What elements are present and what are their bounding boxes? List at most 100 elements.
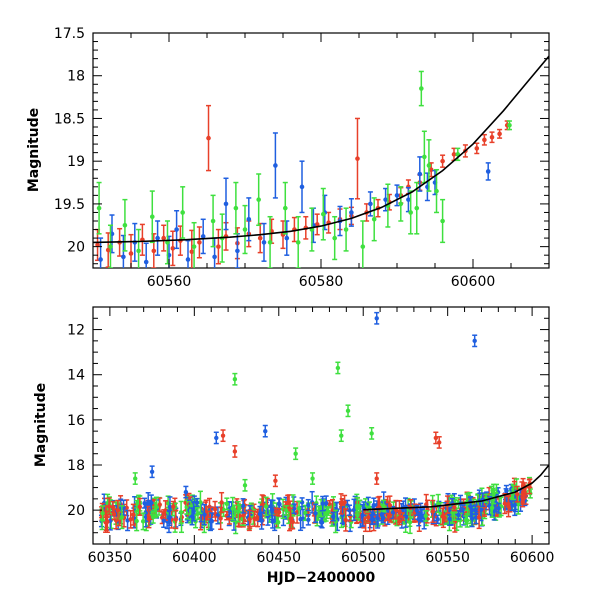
y-tick-label: 18 [67, 458, 85, 474]
green-data-point [232, 372, 238, 386]
red-data-point [130, 503, 136, 526]
green-data-point [408, 190, 414, 235]
blue-data-point [143, 242, 149, 268]
top-panel-data-points [95, 70, 512, 268]
red-data-point [430, 499, 436, 524]
green-data-point [283, 505, 289, 516]
green-data-point [100, 505, 106, 522]
red-data-point [396, 499, 402, 523]
green-data-point [296, 500, 302, 517]
blue-data-point [485, 162, 491, 181]
green-data-point [233, 181, 239, 235]
green-data-point [164, 220, 170, 265]
blue-data-point [351, 498, 357, 522]
red-data-point [272, 474, 278, 488]
red-data-point [218, 506, 224, 531]
red-data-point [497, 128, 503, 139]
green-data-point [230, 496, 236, 521]
x-tick-label: 60400 [172, 550, 217, 566]
bottom-panel-data-points [98, 311, 533, 535]
red-data-point [514, 485, 520, 503]
x-tick-label: 60500 [341, 550, 386, 566]
blue-data-point [200, 218, 206, 255]
x-tick-label: 60350 [88, 550, 133, 566]
blue-data-point [213, 431, 219, 445]
red-data-point [273, 507, 279, 516]
y-tick-label: 20 [67, 503, 85, 519]
blue-data-point [257, 505, 263, 523]
blue-data-point [347, 504, 353, 516]
green-data-point [398, 186, 404, 222]
red-data-point [314, 213, 320, 236]
red-data-point [241, 506, 247, 525]
red-data-point [474, 142, 480, 155]
red-data-point [161, 509, 167, 519]
blue-data-point [380, 512, 386, 524]
red-data-point [343, 508, 349, 532]
red-data-point [232, 445, 238, 458]
y-tick-label: 18.5 [54, 111, 85, 127]
x-tick-label: 60580 [299, 274, 344, 290]
blue-data-point [276, 497, 282, 511]
blue-data-point [348, 198, 354, 227]
blue-data-point [472, 334, 478, 348]
top-panel-model-curve [93, 55, 549, 244]
red-data-point [252, 510, 258, 527]
bottom-panel-frame [92, 306, 550, 545]
red-data-point [288, 507, 294, 530]
red-data-point [204, 510, 210, 521]
green-data-point [360, 220, 366, 268]
red-data-point [257, 222, 263, 254]
red-data-point [128, 509, 134, 529]
blue-data-point [330, 511, 336, 522]
red-data-point [481, 133, 487, 146]
blue-data-point [305, 498, 311, 512]
red-data-point [526, 478, 532, 495]
x-tick-label: 60450 [257, 550, 302, 566]
red-data-point [506, 495, 512, 518]
blue-data-point [189, 507, 195, 526]
green-data-point [178, 500, 184, 525]
green-data-point [293, 447, 299, 461]
green-data-point [506, 120, 512, 131]
blue-data-point [262, 424, 268, 438]
red-data-point [215, 228, 221, 265]
green-data-point [332, 215, 338, 261]
green-data-point [371, 197, 377, 242]
y-tick-label: 19 [67, 154, 85, 170]
y-tick-label: 12 [67, 323, 85, 339]
green-data-point [134, 510, 140, 532]
bottom-y-axis-label: Magnitude [33, 383, 49, 467]
red-data-point [338, 493, 344, 515]
blue-data-point [403, 497, 409, 517]
green-data-point [242, 478, 248, 492]
green-data-point [345, 404, 351, 418]
bottom-panel-ticks: 60350 60400 60450 60500 60550 60600 12 14 16 18 20 [67, 306, 554, 566]
green-data-point [324, 506, 330, 520]
green-data-point [338, 429, 344, 443]
green-data-point [463, 515, 469, 525]
green-data-point [275, 515, 281, 529]
y-tick-label: 17.5 [54, 26, 85, 42]
red-data-point [440, 154, 446, 168]
x-tick-label: 60560 [147, 274, 192, 290]
green-data-point [197, 490, 203, 515]
red-data-point [157, 497, 163, 512]
green-data-point [107, 224, 113, 268]
blue-data-point [291, 503, 297, 514]
top-panel-frame [92, 32, 550, 269]
red-data-point [212, 500, 218, 518]
green-data-point [440, 198, 446, 244]
green-data-point [418, 70, 424, 107]
bottom-panel-model-curve [363, 464, 549, 511]
blue-data-point [185, 239, 191, 268]
green-data-point [96, 181, 102, 235]
green-data-point [282, 181, 288, 235]
green-data-point [267, 215, 273, 268]
blue-data-point [240, 498, 246, 514]
green-data-point [180, 186, 186, 239]
green-data-point [320, 187, 326, 241]
green-data-point [119, 505, 125, 530]
red-data-point [219, 491, 225, 514]
green-data-point [136, 228, 142, 268]
